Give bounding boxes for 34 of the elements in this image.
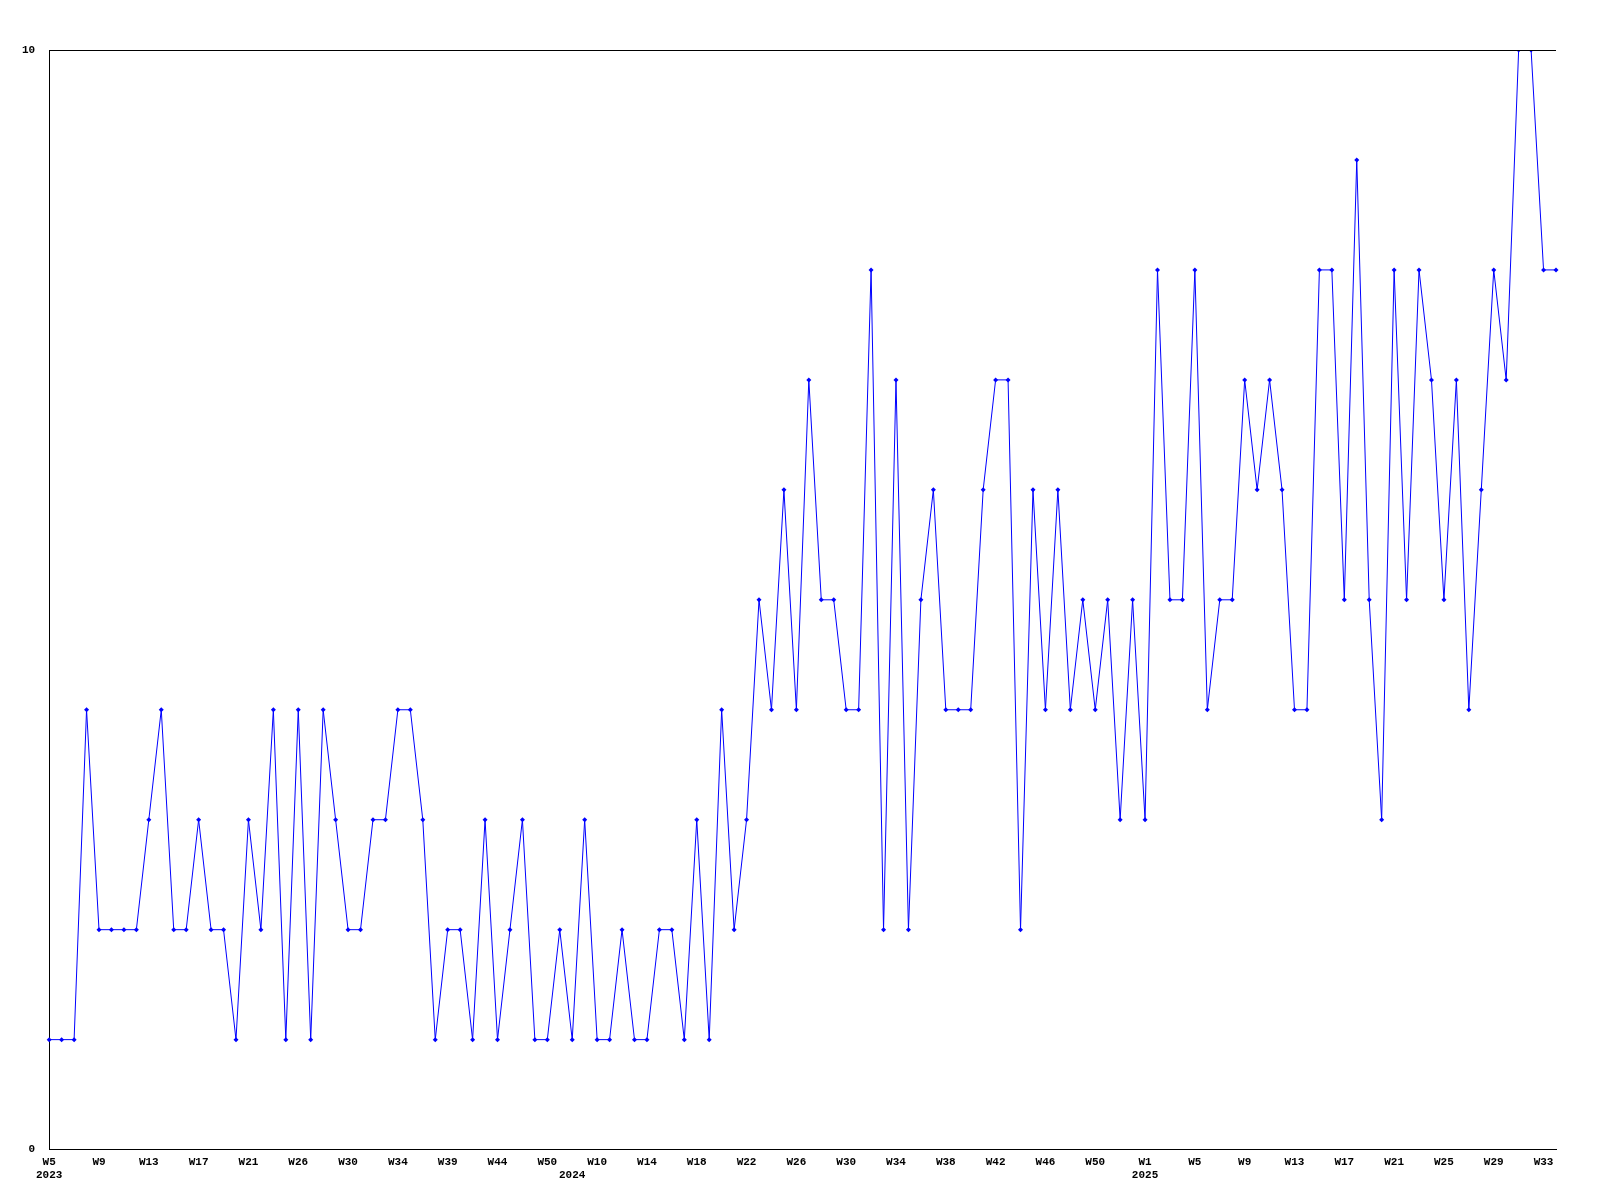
x-tick-label: W29: [1483, 1155, 1504, 1168]
x-tick-label: W26: [288, 1155, 309, 1168]
x-tick-label: W5 2023: [36, 1155, 63, 1182]
x-tick-label: W38: [935, 1155, 957, 1168]
x-tick-label: W39: [437, 1155, 458, 1168]
y-tick-label: 10: [22, 43, 36, 56]
x-tick-label: W50: [1085, 1155, 1106, 1168]
x-tick-label: W46: [1035, 1155, 1056, 1168]
y-tick-label: 0: [28, 1143, 36, 1156]
x-tick-label: W17: [1334, 1155, 1355, 1168]
x-tick-label: W18: [686, 1155, 708, 1168]
x-tick-label: W30: [338, 1155, 358, 1168]
x-tick-label: W13: [138, 1155, 160, 1168]
x-tick-label: W1 2025: [1131, 1155, 1159, 1182]
x-tick-label: W14: [637, 1155, 658, 1168]
x-tick-label: W30: [836, 1155, 857, 1168]
x-tick-label: W9: [1238, 1155, 1252, 1168]
x-tick-label: W42: [985, 1155, 1006, 1168]
x-tick-label: W13: [1284, 1155, 1305, 1168]
x-tick-label: W33: [1533, 1155, 1554, 1168]
x-tick-label: 2024: [559, 1169, 586, 1182]
x-tick-label: W22: [736, 1155, 757, 1168]
x-tick-label: W50: [537, 1155, 558, 1168]
x-tick-label: W17: [188, 1155, 209, 1168]
x-tick-label: W21: [1384, 1155, 1405, 1168]
x-tick-label: W44: [487, 1155, 508, 1168]
x-tick-label: W26: [786, 1155, 807, 1168]
x-tick-label: W9: [92, 1155, 106, 1168]
x-tick-label: W21: [238, 1155, 259, 1168]
x-tick-label: W34: [886, 1155, 907, 1168]
x-tick-label: W5: [1188, 1155, 1202, 1168]
x-tick-label: W34: [387, 1155, 409, 1168]
x-tick-label: W25: [1434, 1155, 1455, 1168]
x-tick-label: W10: [587, 1155, 608, 1168]
